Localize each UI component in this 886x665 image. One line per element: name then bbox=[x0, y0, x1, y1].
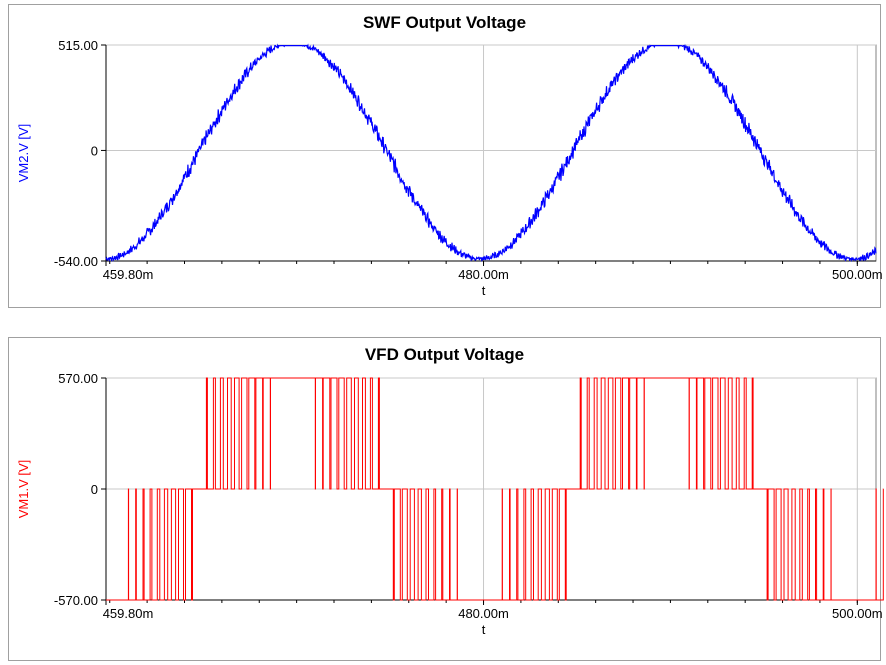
x-axis-title: t bbox=[482, 283, 486, 298]
y-tick-label: 570.00 bbox=[58, 371, 98, 386]
x-tick-label: 480.00m bbox=[458, 606, 509, 621]
chart-svg-swf: 459.80m 480.00m 500.00m 515.00 0 -540.00 t VM2.… bbox=[16, 38, 883, 298]
series-line-vm2 bbox=[105, 43, 877, 263]
x-tick-label: 459.80m bbox=[103, 267, 154, 282]
series-line-vm1 bbox=[106, 377, 884, 601]
x-tick-label: 500.00m bbox=[832, 267, 883, 282]
chart-svg-vfd: 459.80m 480.00m 500.00m 570.00 0 -570.00 t VM1.… bbox=[16, 371, 884, 637]
chart-title-vfd: VFD Output Voltage bbox=[364, 345, 525, 364]
chart-title-swf: SWF Output Voltage bbox=[362, 13, 527, 32]
y-tick-label: 0 bbox=[91, 143, 98, 158]
y-axis-title: VM1.V [V] bbox=[16, 460, 31, 519]
y-tick-label: -540.00 bbox=[54, 254, 98, 269]
plot-area bbox=[105, 44, 877, 262]
chart-panel-vfd: VFD Output Voltage 459.80m 480.00m 500.00m… bbox=[8, 337, 884, 661]
x-tick-label: 459.80m bbox=[103, 606, 154, 621]
y-axis-title: VM2.V [V] bbox=[16, 124, 31, 183]
x-tick-label: 500.00m bbox=[832, 606, 883, 621]
x-tick-label: 480.00m bbox=[458, 267, 509, 282]
y-tick-label: -570.00 bbox=[54, 593, 98, 608]
x-axis-title: t bbox=[482, 622, 486, 637]
chart-panel-swf: SWF Output Voltage 459.80m 480.00m 500.00m… bbox=[8, 4, 883, 308]
y-tick-label: 515.00 bbox=[58, 38, 98, 53]
y-tick-label: 0 bbox=[91, 482, 98, 497]
